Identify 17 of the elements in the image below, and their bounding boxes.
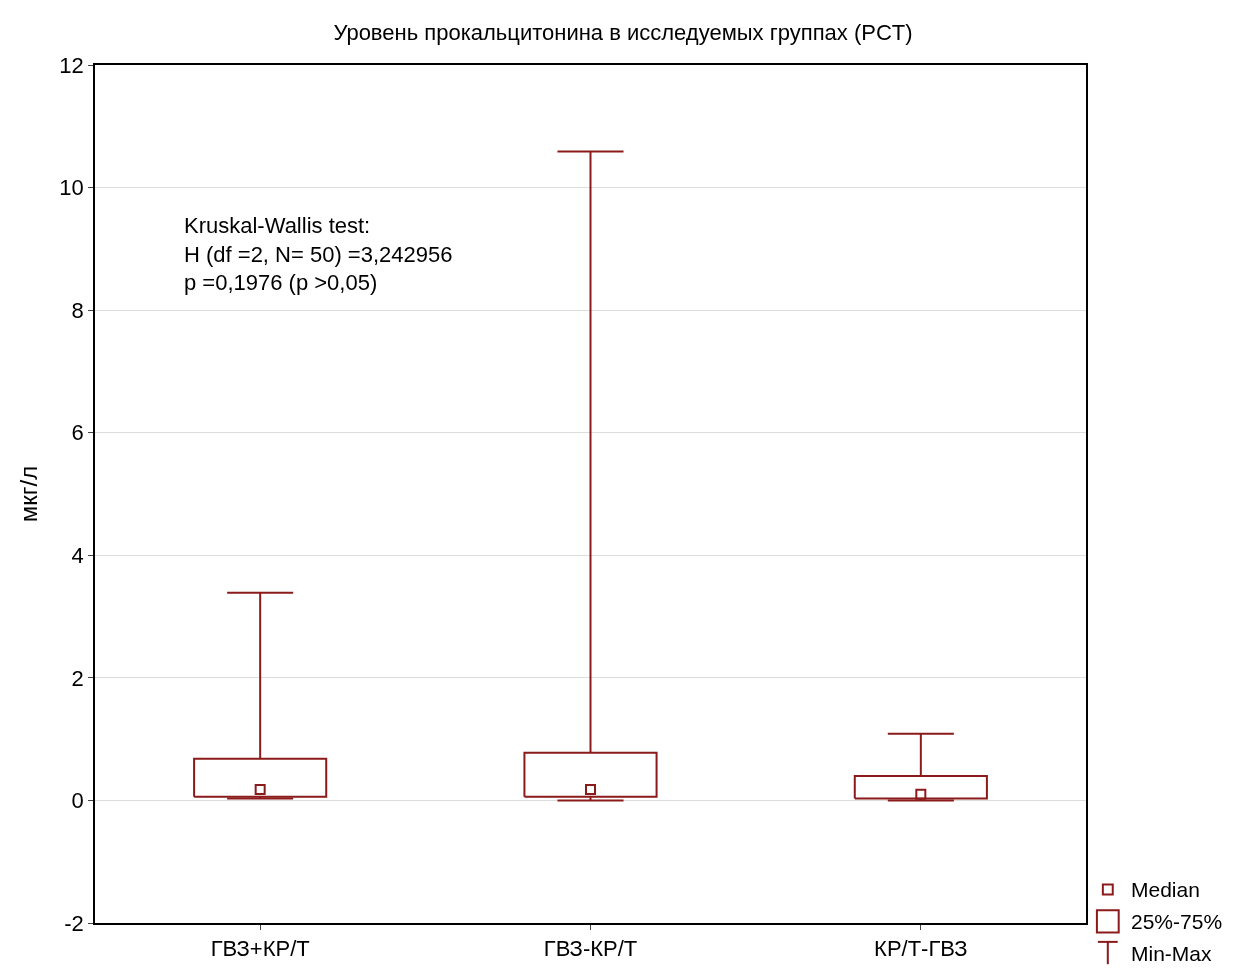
x-tick-label: ГВЗ+КР/Т: [210, 936, 310, 962]
x-tick-label: КР/Т-ГВЗ: [874, 936, 968, 962]
y-axis-title: мкг/л: [14, 465, 42, 523]
chart-title: Уровень прокальцитонина в исследуемых группах (PCT): [333, 19, 913, 45]
text: Min-Max: [1131, 942, 1212, 965]
y-tick-label: 6: [71, 420, 84, 446]
y-tick-label: 8: [71, 297, 84, 323]
y-tick-label: 0: [71, 788, 84, 814]
text: 25%-75%: [1131, 910, 1223, 933]
x-tick-label: ГВЗ-КР/Т: [543, 936, 638, 962]
y-tick-label: 2: [71, 665, 84, 691]
y-tick-label: -2: [64, 910, 84, 936]
y-tick-label: 12: [59, 52, 84, 78]
y-tick-label: 4: [71, 542, 84, 568]
text: Median: [1131, 878, 1200, 901]
y-tick-label: 10: [59, 175, 84, 201]
annotation: Kruskal-Wallis test: H (df =2, N= 50) =3,242956 p =0,1976 (p >0,05): [184, 213, 453, 296]
